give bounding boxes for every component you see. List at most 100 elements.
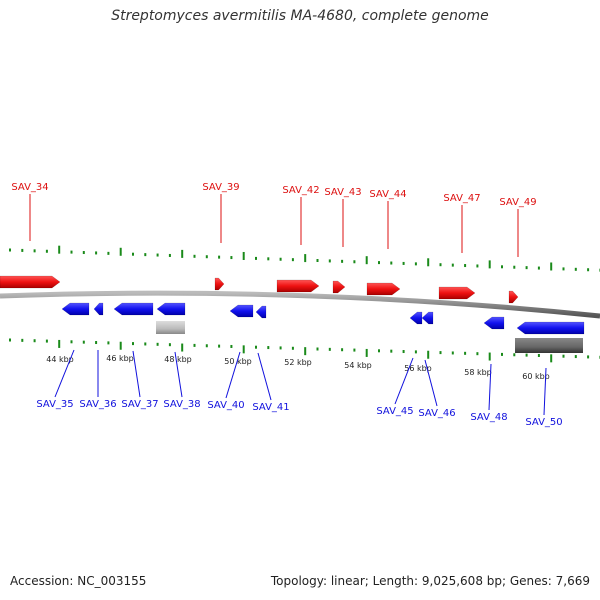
leader-line <box>424 359 438 407</box>
reverse-gene-arrow <box>113 302 154 316</box>
tick-mark <box>205 344 208 348</box>
tick-mark <box>341 259 344 263</box>
accession-text: Accession: NC_003155 <box>10 574 147 588</box>
forward-gene-label: SAV_44 <box>369 189 406 200</box>
tick-mark <box>402 261 405 265</box>
tick-mark <box>218 255 221 259</box>
tick-mark <box>119 247 122 256</box>
genome-summary-text: Topology: linear; Length: 9,025,608 bp; … <box>270 574 590 588</box>
forward-gene-label: SAV_47 <box>443 193 480 204</box>
tick-mark <box>328 259 331 263</box>
tick-mark <box>21 338 24 342</box>
tick-mark <box>144 342 147 346</box>
tick-mark <box>291 346 294 350</box>
tick-mark <box>144 253 147 257</box>
kbp-label: 48 kbp <box>164 355 192 364</box>
tick-mark <box>82 251 85 255</box>
tick-mark <box>279 346 282 350</box>
tick-mark <box>341 348 344 352</box>
tick-mark <box>193 343 196 347</box>
tick-mark <box>464 351 467 355</box>
feature-shapes <box>0 275 585 353</box>
tick-mark <box>365 256 368 265</box>
tick-mark <box>156 253 159 257</box>
forward-gene-arrow <box>366 282 401 296</box>
lower-tick-row <box>9 338 600 363</box>
tick-mark <box>537 266 540 270</box>
kbp-label: 60 kbp <box>522 372 550 381</box>
tick-mark <box>291 258 294 262</box>
tick-mark <box>119 341 122 350</box>
tick-mark <box>439 263 442 267</box>
reverse-gene-arrow <box>156 302 186 316</box>
tick-mark <box>168 253 171 257</box>
tick-mark <box>562 267 565 271</box>
tick-mark <box>439 351 442 355</box>
tick-mark <box>513 265 516 269</box>
tick-mark <box>267 257 270 261</box>
leader-line <box>54 349 75 398</box>
tick-mark <box>70 340 73 344</box>
reverse-gene-label: SAV_50 <box>525 417 562 428</box>
tick-mark <box>402 350 405 354</box>
leader-line <box>225 351 241 399</box>
reverse-gene-label: SAV_35 <box>36 399 73 410</box>
tick-mark <box>464 264 467 268</box>
tick-mark <box>45 339 48 343</box>
tick-mark <box>33 339 36 343</box>
tick-mark <box>181 343 184 352</box>
tick-mark <box>427 258 430 267</box>
tick-mark <box>587 268 590 272</box>
tick-mark <box>488 352 491 361</box>
tick-mark <box>562 354 565 358</box>
feature-block <box>515 338 583 353</box>
genome-backbone <box>0 290 600 319</box>
tick-mark <box>537 353 540 357</box>
tick-mark <box>132 342 134 346</box>
tick-mark <box>316 347 319 351</box>
tick-mark <box>82 340 85 344</box>
reverse-gene-arrow <box>409 311 423 325</box>
reverse-gene-label: SAV_48 <box>470 412 507 423</box>
tick-mark <box>255 256 257 260</box>
tick-mark <box>279 257 282 261</box>
tick-mark <box>242 345 245 354</box>
tick-mark <box>390 261 393 265</box>
tick-mark <box>107 341 110 345</box>
tick-mark <box>587 355 590 359</box>
tick-mark <box>378 349 380 353</box>
tick-mark <box>353 260 356 264</box>
tick-mark <box>414 350 417 354</box>
tick-mark <box>574 267 577 271</box>
tick-mark <box>574 355 577 359</box>
tick-mark <box>353 348 356 352</box>
tick-mark <box>476 352 479 356</box>
tick-mark <box>304 254 307 263</box>
tick-mark <box>476 264 479 268</box>
tick-mark <box>414 262 417 266</box>
tick-mark <box>58 339 61 348</box>
tick-mark <box>193 254 196 258</box>
leader-line <box>543 367 547 416</box>
leader-line <box>394 357 414 405</box>
tick-mark <box>218 344 221 348</box>
reverse-gene-label: SAV_41 <box>252 402 289 413</box>
reverse-gene-arrow <box>421 311 434 325</box>
tick-mark <box>513 353 516 357</box>
forward-gene-label: SAV_39 <box>202 182 239 193</box>
reverse-gene-label: SAV_38 <box>163 399 200 410</box>
tick-mark <box>95 251 98 255</box>
tick-mark <box>427 350 430 359</box>
forward-gene-arrow <box>332 280 346 294</box>
forward-gene-arrow <box>438 286 476 300</box>
forward-gene-arrow <box>276 279 320 293</box>
forward-gene-label: SAV_49 <box>499 197 536 208</box>
tick-mark <box>255 345 257 349</box>
tick-mark <box>390 349 393 353</box>
tick-mark <box>267 346 270 350</box>
reverse-gene-label: SAV_46 <box>418 408 455 419</box>
forward-gene-label: SAV_42 <box>282 185 319 196</box>
tick-mark <box>45 249 48 253</box>
kbp-label: 52 kbp <box>284 358 312 367</box>
